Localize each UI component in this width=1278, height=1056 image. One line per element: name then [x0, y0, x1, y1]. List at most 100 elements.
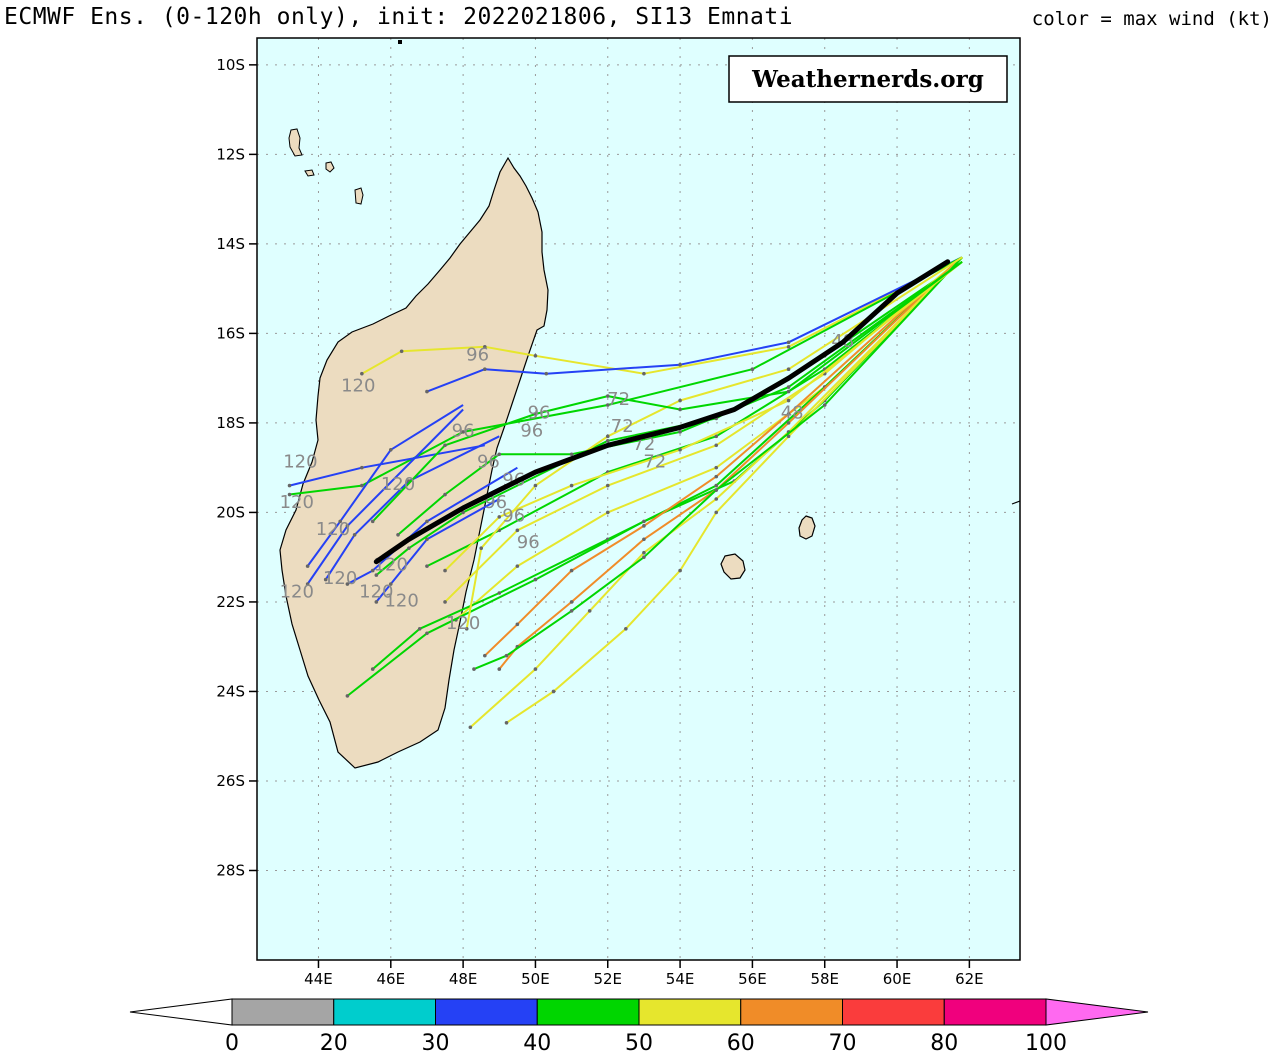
watermark-box: Weathernerds.org — [728, 55, 1008, 103]
track-point — [786, 340, 791, 345]
forecast-hour-label: 120 — [446, 613, 480, 634]
track-point — [388, 447, 393, 452]
track-point — [287, 483, 292, 488]
track-point — [399, 349, 404, 354]
forecast-hour-label: 96 — [466, 344, 489, 365]
track-point — [497, 591, 502, 595]
forecast-hour-label: 120 — [359, 581, 393, 602]
glorioso-islet — [398, 40, 402, 44]
track-point — [305, 582, 310, 586]
track-point — [605, 510, 610, 515]
colorbar-label: 40 — [523, 1031, 551, 1056]
track-point — [533, 667, 538, 671]
track-point — [569, 452, 574, 457]
colorbar-label: 100 — [1025, 1031, 1067, 1056]
lon-tick-label: 60E — [883, 970, 912, 988]
forecast-hour-label: 120 — [341, 376, 375, 397]
track-point — [587, 609, 592, 613]
track-point — [345, 694, 350, 698]
lat-tick-label: 18S — [216, 414, 245, 432]
track-point — [569, 609, 574, 613]
forecast-hour-label: 120 — [280, 492, 314, 513]
colorbar-segment — [536, 998, 640, 1026]
track-point — [370, 568, 375, 573]
track-point — [678, 407, 682, 412]
forecast-hour-label: 96 — [502, 505, 525, 526]
ensemble-mean-track — [373, 259, 951, 565]
track-point — [605, 403, 610, 407]
lat-tick-label: 22S — [216, 593, 245, 611]
track-point — [605, 394, 610, 398]
track-point — [642, 555, 646, 559]
track-point — [443, 492, 447, 497]
track-point — [678, 568, 682, 573]
track-point — [425, 631, 429, 636]
colorbar-label: 20 — [320, 1031, 348, 1056]
colorbar-over-arrow — [1045, 998, 1149, 1026]
track-point — [425, 389, 429, 394]
track-point — [483, 653, 487, 658]
colorbar-segment — [740, 998, 843, 1026]
colorbar-segment — [638, 998, 742, 1026]
track-point — [360, 483, 364, 488]
colorbar-segment — [435, 998, 538, 1026]
lon-tick-label: 54E — [666, 970, 695, 988]
lon-tick-label: 44E — [304, 970, 333, 988]
track-point — [551, 689, 556, 694]
longitude-axis: 44E 46E 48E 50E 52E 54E 56E 58E 60E 62E — [304, 960, 984, 988]
track-point — [642, 550, 646, 555]
member-track — [375, 498, 500, 603]
member-track — [444, 261, 963, 572]
track-point — [786, 367, 791, 372]
track-point — [472, 667, 476, 671]
track-point — [483, 367, 487, 372]
track-point — [345, 582, 350, 586]
track-point — [515, 564, 520, 568]
watermark-text: Weathernerds.org — [751, 66, 984, 93]
track-point — [714, 510, 719, 515]
forecast-hour-label: 96 — [520, 420, 543, 441]
track-point — [714, 434, 719, 439]
track-point — [714, 488, 719, 492]
track-point — [678, 447, 682, 452]
colorbar-label: 0 — [225, 1031, 239, 1056]
track-point — [396, 533, 400, 537]
track-point — [786, 389, 791, 394]
comoros-grande — [288, 128, 303, 157]
member-track — [289, 256, 963, 496]
track-point — [605, 434, 610, 439]
lon-tick-label: 46E — [377, 970, 406, 988]
track-point — [533, 412, 538, 416]
colorbar-segment — [231, 998, 335, 1026]
lat-tick-label: 16S — [216, 324, 245, 342]
map-border — [256, 37, 1021, 961]
track-point — [642, 519, 646, 524]
track-point — [425, 564, 429, 568]
track-point — [605, 439, 610, 443]
track-point — [569, 600, 574, 604]
track-point — [678, 362, 682, 367]
track-point — [370, 519, 375, 524]
colorbar-label: 70 — [829, 1031, 857, 1056]
lon-tick-label: 56E — [738, 970, 767, 988]
track-point — [370, 667, 375, 671]
forecast-hour-label: 96 — [517, 532, 540, 553]
mayotte-island — [354, 187, 364, 205]
track-point — [786, 434, 791, 439]
lon-tick-label: 52E — [593, 970, 622, 988]
track-point — [374, 573, 379, 577]
track-point — [504, 720, 509, 725]
forecast-hour-label: 96 — [528, 402, 551, 423]
madagascar-landmass — [279, 156, 549, 769]
colorbar-label: 30 — [422, 1031, 450, 1056]
track-point — [714, 474, 719, 479]
track-point — [497, 452, 502, 457]
track-point — [642, 524, 646, 528]
track-point — [750, 367, 755, 372]
forecast-hour-label: 72 — [611, 416, 634, 437]
track-point — [786, 412, 791, 416]
member-track — [306, 404, 464, 567]
track-point — [515, 622, 520, 627]
